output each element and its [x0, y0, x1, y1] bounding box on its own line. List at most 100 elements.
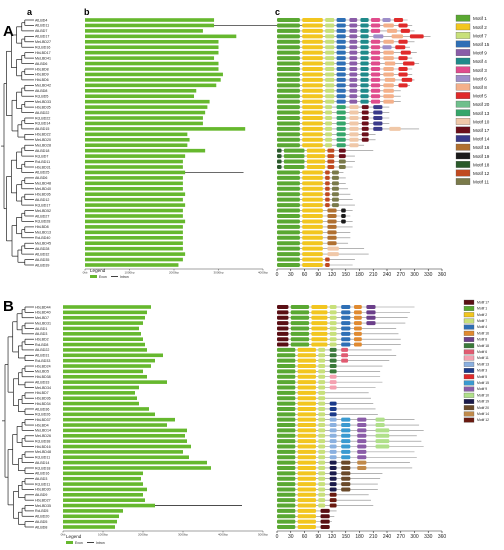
- exon-bar: [63, 369, 143, 374]
- motif-box: [349, 50, 358, 55]
- motif-box: [325, 34, 335, 39]
- motif-box: [277, 94, 300, 99]
- motif-box: [329, 487, 337, 492]
- motif-box: [366, 305, 376, 309]
- motif-box: [329, 449, 337, 454]
- gene-label: HbLBD24: [35, 364, 51, 368]
- motif-box: [329, 310, 337, 315]
- motif-box: [327, 241, 337, 246]
- motif-box: [341, 433, 351, 438]
- motif-box: [306, 159, 326, 164]
- legend-label: Motif 18: [473, 162, 490, 167]
- motif-box: [277, 50, 300, 55]
- motif-box: [318, 433, 326, 438]
- gene-label: RcLBD38: [35, 439, 50, 443]
- motif-box: [336, 116, 346, 120]
- legend-label: Motif 17: [477, 300, 489, 304]
- exon-bar: [85, 72, 223, 77]
- motif-box: [320, 514, 330, 519]
- exon-bar: [85, 230, 183, 235]
- motif-box: [360, 50, 369, 55]
- motif-tick-label: 330: [424, 534, 433, 540]
- exon-bar: [63, 407, 149, 411]
- exon-bar: [85, 143, 188, 148]
- motif-box: [373, 126, 383, 131]
- legend-swatch: [463, 405, 475, 411]
- motif-box: [354, 326, 362, 331]
- legend-swatch: [455, 92, 471, 99]
- motif-box: [325, 18, 335, 22]
- motif-box: [277, 487, 296, 492]
- motif-box: [341, 219, 346, 224]
- exon-bar: [63, 310, 147, 315]
- motif-box: [302, 224, 323, 229]
- motif-box: [320, 519, 330, 524]
- motif-box: [302, 203, 323, 208]
- gene-label: AtLBD15: [35, 127, 49, 131]
- legend-exon-swatch-b: [66, 541, 73, 544]
- motif-box: [357, 428, 367, 433]
- motif-box: [277, 235, 300, 240]
- motif-box: [277, 246, 300, 251]
- motif-box: [349, 45, 358, 50]
- legend-label: Motif 17: [473, 128, 490, 133]
- motif-tick-label: 90: [315, 272, 321, 278]
- motif-box: [327, 252, 339, 257]
- legend-label: Motif 4: [473, 59, 487, 64]
- motif-box: [329, 482, 337, 487]
- motif-tick-label: 30: [288, 534, 294, 540]
- motif-box: [400, 50, 411, 55]
- gene-label: MeLBD34: [35, 386, 51, 390]
- motif-box: [329, 337, 337, 342]
- motif-box: [329, 331, 337, 336]
- motif-box: [277, 241, 300, 246]
- legend-label: Motif 3: [477, 369, 487, 373]
- motif-box: [277, 105, 300, 110]
- motif-box: [277, 331, 289, 336]
- motif-box: [318, 460, 326, 465]
- gene-label: AtLBD3: [35, 332, 47, 336]
- exon-bar: [85, 252, 186, 256]
- motif-box: [383, 67, 394, 71]
- motif-box: [327, 154, 335, 159]
- motif-box: [349, 126, 359, 131]
- motif-box: [318, 482, 326, 487]
- legend-swatch: [463, 343, 475, 349]
- motif-box: [341, 465, 351, 470]
- legend-label: Motif 12: [473, 171, 490, 176]
- exon-bar: [85, 127, 246, 131]
- motif-box: [318, 380, 326, 385]
- motif-box: [349, 18, 358, 22]
- structure-tick-label: 1000bp: [124, 271, 134, 275]
- motif-tick-label: 270: [397, 272, 406, 278]
- motif-box: [349, 61, 358, 66]
- motif-tick-label: 180: [355, 272, 364, 278]
- exon-bar: [85, 263, 179, 267]
- structure-legend-b: Legend Exon Intron: [66, 534, 105, 545]
- motif-box: [370, 45, 381, 50]
- motif-box: [325, 88, 335, 93]
- motif-box: [277, 433, 296, 438]
- exon-bar: [63, 493, 143, 497]
- motif-box: [357, 460, 367, 465]
- motif-box: [360, 34, 369, 39]
- motif-box: [336, 34, 346, 39]
- motif-box: [329, 374, 337, 379]
- motif-box: [277, 154, 282, 159]
- motif-box: [318, 444, 326, 449]
- motif-box: [398, 67, 408, 71]
- motif-box: [302, 50, 323, 55]
- gene-label: AtLBD18: [35, 149, 49, 153]
- motif-box: [302, 197, 323, 202]
- motif-box: [329, 492, 337, 497]
- motif-box: [383, 88, 394, 93]
- exon-bar: [85, 246, 183, 251]
- motif-box: [277, 525, 296, 529]
- gene-label: RcLBD5: [35, 95, 48, 99]
- gene-label: MeLBD28: [35, 144, 51, 148]
- motif-box: [297, 498, 316, 503]
- gene-label: AtLBD25: [35, 171, 49, 175]
- motif-box: [329, 417, 337, 422]
- motif-box: [277, 364, 296, 369]
